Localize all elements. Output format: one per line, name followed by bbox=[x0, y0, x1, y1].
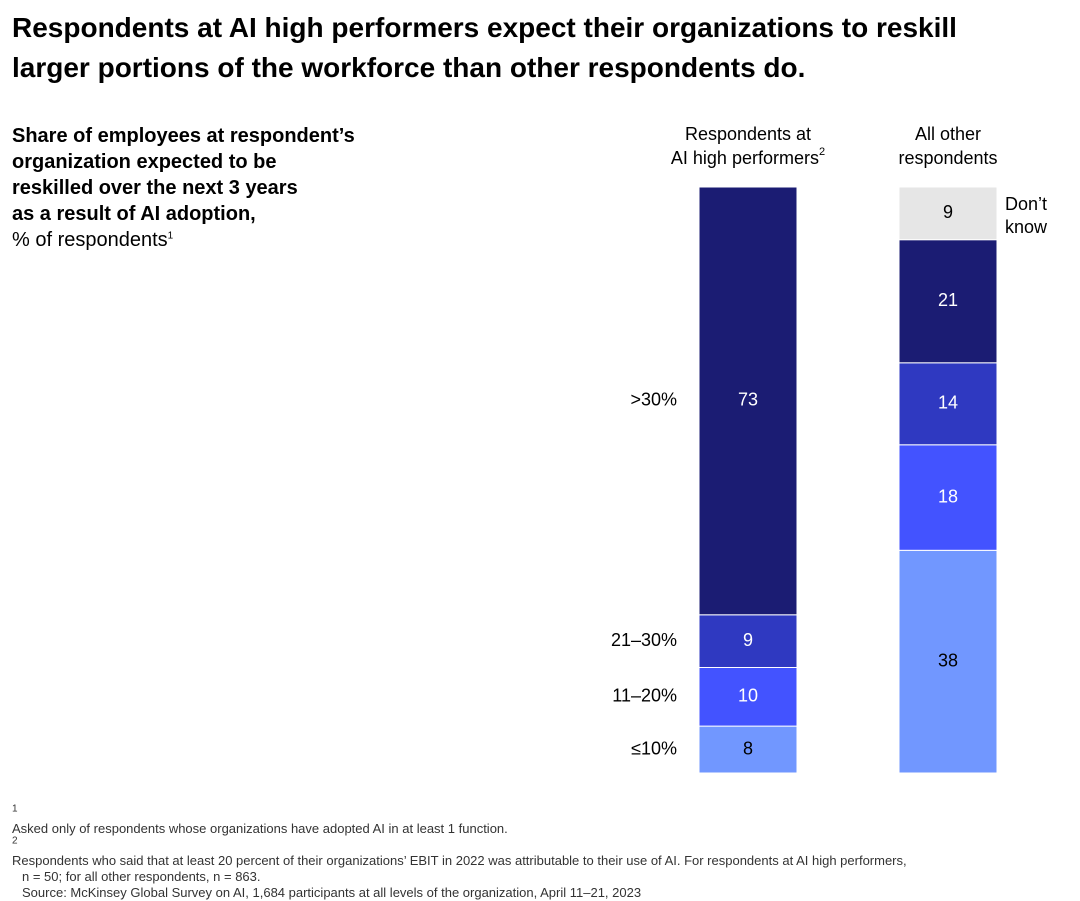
series-label-dont-know: Don’t bbox=[1005, 194, 1047, 214]
bar-segment bbox=[898, 186, 998, 241]
bar-segment bbox=[898, 239, 998, 364]
footnote-2-continued: n = 50; for all other respondents, n = 8… bbox=[22, 869, 261, 884]
data-label: 9 bbox=[943, 202, 953, 222]
data-label: 38 bbox=[938, 650, 958, 670]
category-label: Respondents at bbox=[685, 124, 811, 144]
data-label: 21 bbox=[938, 290, 958, 310]
bar-segment bbox=[698, 725, 798, 774]
category-label: AI high performers2 bbox=[671, 146, 825, 168]
chart-title-line: Respondents at AI high performers expect… bbox=[12, 12, 957, 43]
bar-segment bbox=[898, 549, 998, 774]
series-label: >30% bbox=[630, 390, 677, 410]
data-label: 14 bbox=[938, 393, 958, 413]
footnote-marker: 1 bbox=[167, 230, 174, 242]
footnote-text: Respondents who said that at least 20 pe… bbox=[12, 853, 907, 868]
footnote-marker: 2 bbox=[12, 835, 18, 847]
series-label: 21–30% bbox=[611, 630, 677, 650]
data-label: 73 bbox=[738, 390, 758, 410]
series-label: 11–20% bbox=[612, 686, 677, 706]
series-label-dont-know: know bbox=[1005, 217, 1048, 237]
category-label: All other bbox=[915, 124, 981, 144]
subtitle-line: Share of employees at respondent’s bbox=[12, 125, 355, 147]
data-label: 9 bbox=[743, 630, 753, 650]
subtitle-line: reskilled over the next 3 years bbox=[12, 177, 298, 199]
footnote-marker: 1 bbox=[12, 803, 18, 815]
subtitle-unit: % of respondents1 bbox=[12, 227, 412, 253]
category-label: respondents bbox=[898, 148, 997, 168]
footnote-1: 1 Asked only of respondents whose organiz… bbox=[12, 803, 1076, 837]
chart-title-line: larger portions of the workforce than ot… bbox=[12, 52, 806, 83]
data-label: 18 bbox=[938, 486, 958, 506]
bar-segment bbox=[698, 614, 798, 668]
footnote-2: 2 Respondents who said that at least 20 p… bbox=[12, 835, 1076, 869]
data-label: 10 bbox=[738, 686, 758, 706]
footnote-text: Asked only of respondents whose organiza… bbox=[12, 821, 508, 836]
data-label: 8 bbox=[743, 738, 753, 758]
bar-segment bbox=[898, 444, 998, 551]
footnotes: 1 Asked only of respondents whose organiz… bbox=[12, 803, 1076, 901]
bar-segment bbox=[898, 362, 998, 446]
subtitle-line: as a result of AI adoption, bbox=[12, 203, 256, 225]
subtitle-unit-text: % of respondents bbox=[12, 229, 168, 251]
series-label: ≤10% bbox=[631, 738, 677, 758]
chart-title: Respondents at AI high performers expect… bbox=[12, 8, 1072, 88]
bar-segment bbox=[698, 186, 798, 616]
source-note: Source: McKinsey Global Survey on AI, 1,… bbox=[22, 885, 642, 900]
subtitle-line: organization expected to be bbox=[12, 151, 277, 173]
chart-subtitle: Share of employees at respondent’s organ… bbox=[12, 123, 412, 253]
